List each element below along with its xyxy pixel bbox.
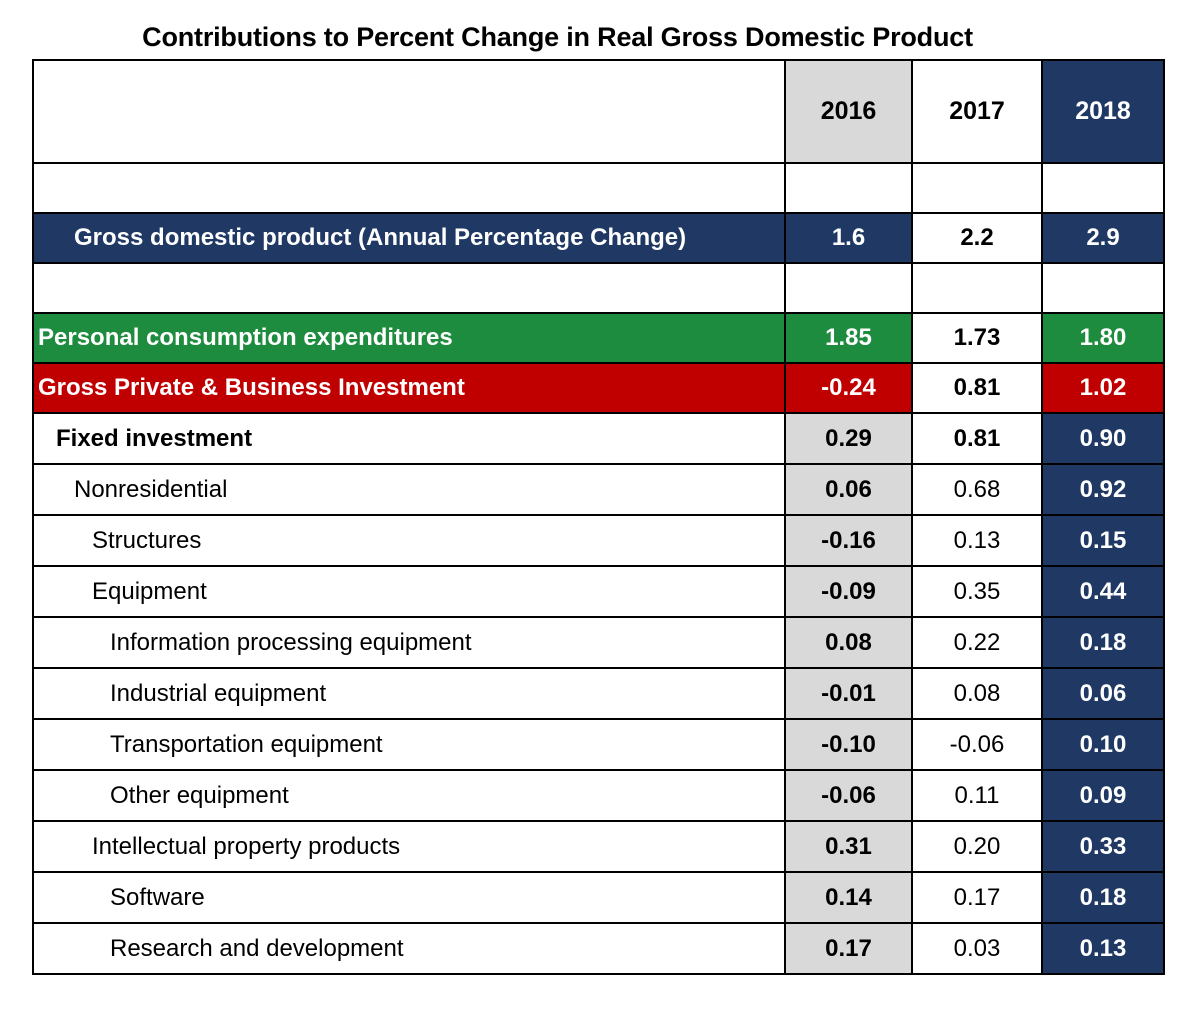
value-2017: 0.11 [911,769,1043,822]
table-row: Fixed investment 0.29 0.81 0.90 [32,412,1165,465]
header-2018: 2018 [1041,59,1165,164]
row-label: Software [32,871,786,924]
spacer-cell [784,162,913,214]
header-2016: 2016 [784,59,913,164]
table-row: Information processing equipment 0.08 0.… [32,616,1165,669]
value-2016: 0.17 [784,922,913,975]
value-2018: 0.18 [1041,871,1165,924]
value-2018: 0.13 [1041,922,1165,975]
row-label: Personal consumption expenditures [32,312,786,364]
table-row: Nonresidential 0.06 0.68 0.92 [32,463,1165,516]
value-2016: -0.16 [784,514,913,567]
table-row: Gross Private & Business Investment -0.2… [32,362,1165,414]
header-row: 2016 2017 2018 [32,59,1165,164]
row-label: Other equipment [32,769,786,822]
table-row: Transportation equipment -0.10 -0.06 0.1… [32,718,1165,771]
value-2018: 2.9 [1041,212,1165,264]
value-2018: 1.80 [1041,312,1165,364]
table-row: Other equipment -0.06 0.11 0.09 [32,769,1165,822]
spacer-row [32,262,1165,314]
value-2016: 0.06 [784,463,913,516]
value-2016: 1.85 [784,312,913,364]
spacer-row [32,162,1165,214]
gdp-contributions-table: 2016 2017 2018 Gross domestic product (A… [32,59,1165,975]
value-2017: 0.13 [911,514,1043,567]
gdp-row: Gross domestic product (Annual Percentag… [32,212,1165,264]
table-row: Personal consumption expenditures 1.85 1… [32,312,1165,364]
table-row: Software 0.14 0.17 0.18 [32,871,1165,924]
row-label: Equipment [32,565,786,618]
value-2016: -0.09 [784,565,913,618]
value-2017: 0.35 [911,565,1043,618]
table-row: Industrial equipment -0.01 0.08 0.06 [32,667,1165,720]
spacer-cell [911,162,1043,214]
value-2018: 0.09 [1041,769,1165,822]
value-2018: 0.06 [1041,667,1165,720]
value-2016: -0.10 [784,718,913,771]
row-label: Structures [32,514,786,567]
value-2018: 0.15 [1041,514,1165,567]
value-2018: 0.92 [1041,463,1165,516]
row-label: Fixed investment [32,412,786,465]
table-row: Research and development 0.17 0.03 0.13 [32,922,1165,975]
value-2016: 1.6 [784,212,913,264]
table-row: Intellectual property products 0.31 0.20… [32,820,1165,873]
value-2018: 0.18 [1041,616,1165,669]
value-2016: 0.29 [784,412,913,465]
value-2016: -0.01 [784,667,913,720]
row-label: Industrial equipment [32,667,786,720]
value-2016: 0.31 [784,820,913,873]
value-2017: -0.06 [911,718,1043,771]
table-row: Equipment -0.09 0.35 0.44 [32,565,1165,618]
value-2017: 0.20 [911,820,1043,873]
spacer-cell [784,262,913,314]
row-label: Transportation equipment [32,718,786,771]
value-2017: 0.81 [911,362,1043,414]
value-2017: 0.81 [911,412,1043,465]
header-label-cell [32,59,786,164]
value-2017: 1.73 [911,312,1043,364]
row-label: Intellectual property products [32,820,786,873]
value-2018: 0.44 [1041,565,1165,618]
table-row: Structures -0.16 0.13 0.15 [32,514,1165,567]
row-label: Research and development [32,922,786,975]
header-2017: 2017 [911,59,1043,164]
value-2016: 0.14 [784,871,913,924]
value-2018: 0.90 [1041,412,1165,465]
spacer-cell [1041,162,1165,214]
row-label: Gross Private & Business Investment [32,362,786,414]
table-title: Contributions to Percent Change in Real … [142,22,973,52]
value-2018: 0.33 [1041,820,1165,873]
value-2016: 0.08 [784,616,913,669]
value-2016: -0.06 [784,769,913,822]
row-label: Gross domestic product (Annual Percentag… [32,212,786,264]
row-label: Nonresidential [32,463,786,516]
value-2016: -0.24 [784,362,913,414]
value-2018: 0.10 [1041,718,1165,771]
value-2017: 0.03 [911,922,1043,975]
value-2017: 0.17 [911,871,1043,924]
value-2017: 0.68 [911,463,1043,516]
spacer-cell [32,162,786,214]
value-2018: 1.02 [1041,362,1165,414]
spacer-cell [911,262,1043,314]
row-label: Information processing equipment [32,616,786,669]
value-2017: 0.08 [911,667,1043,720]
value-2017: 0.22 [911,616,1043,669]
spacer-cell [1041,262,1165,314]
spacer-cell [32,262,786,314]
value-2017: 2.2 [911,212,1043,264]
